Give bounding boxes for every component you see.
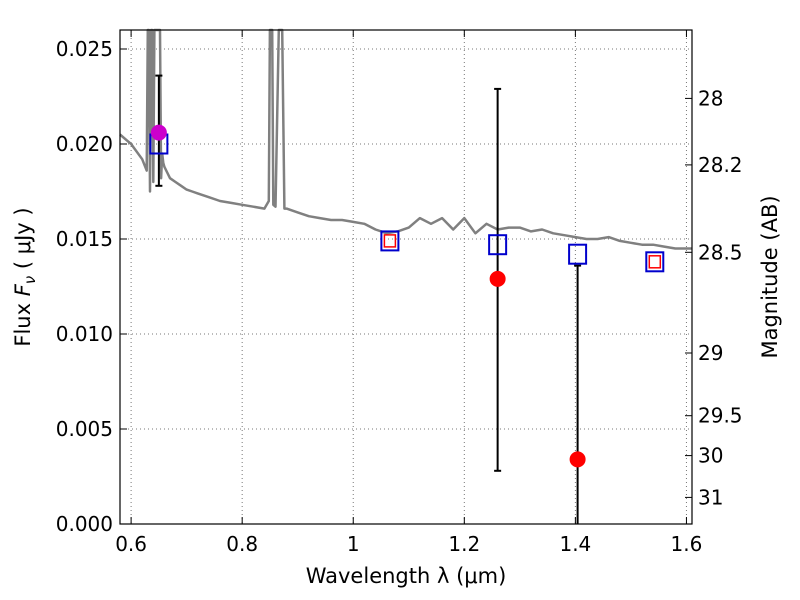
y-axis-label: Flux Fν ( μJy ): [11, 207, 39, 346]
y2-tick-label: 31: [698, 485, 723, 509]
y-tick-label: 0.005: [56, 417, 113, 441]
y-tick-label: 0.000: [56, 512, 113, 536]
model-band-inner-square: [383, 234, 397, 248]
x-axis-label: Wavelength λ (μm): [306, 564, 507, 588]
data-markers: [149, 74, 665, 524]
y2-tick-label: 28.5: [698, 240, 743, 264]
model-band-square: [568, 243, 588, 265]
x-tick-label: 1.6: [671, 532, 703, 556]
y2-tick-label: 29: [698, 341, 723, 365]
plot-background: [120, 30, 692, 524]
model-band-square: [488, 234, 508, 256]
observed-point: [150, 124, 167, 141]
y-tick-label: 0.010: [56, 322, 113, 346]
plot-frame: [119, 29, 693, 525]
y-tick-label: 0.020: [56, 132, 113, 156]
y2-tick-label: 28.2: [698, 153, 743, 177]
y2-tick-label: 29.5: [698, 404, 743, 428]
x-tick-label: 1: [347, 532, 360, 556]
y2-axis-label: Magnitude (AB): [758, 195, 782, 358]
model-band-square: [645, 251, 665, 273]
y-tick-label: 0.015: [56, 227, 113, 251]
x-tick-label: 1.4: [559, 532, 591, 556]
model-band-inner-square: [648, 255, 662, 269]
y2-tick-label: 28: [698, 86, 723, 110]
observed-point: [489, 270, 506, 287]
axis-ticks: 0.6 0.8 1 1.2 1.4 1.6 0.000 0.005 0.010 0.015 0.02…: [56, 30, 743, 556]
x-tick-label: 0.6: [115, 532, 147, 556]
model-band-square: [380, 230, 400, 252]
x-tick-label: 0.8: [226, 532, 258, 556]
y2-tick-label: 30: [698, 444, 723, 468]
observed-point: [569, 451, 586, 468]
y-tick-label: 0.025: [56, 37, 113, 61]
x-tick-label: 1.2: [448, 532, 480, 556]
